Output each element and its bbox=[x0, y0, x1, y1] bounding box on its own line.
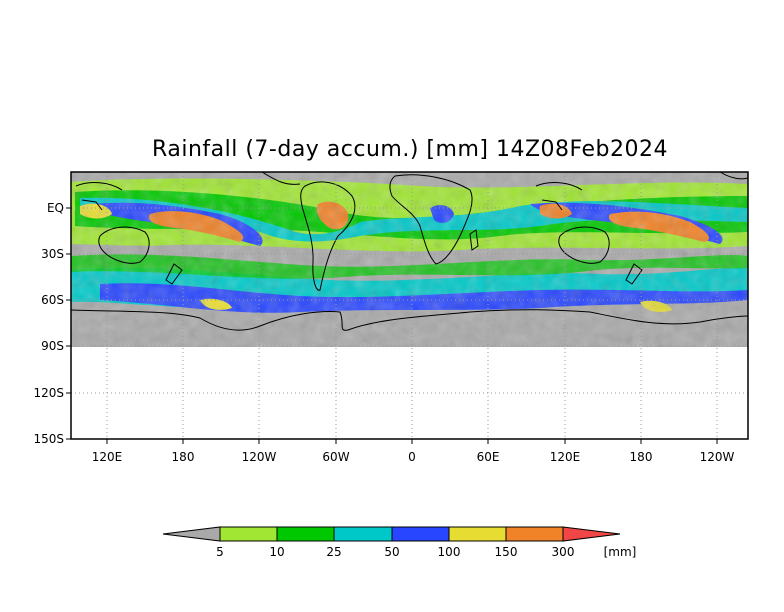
latitude-labels: EQ 30S 60S 90S 120S 150S bbox=[33, 201, 64, 446]
colorbar-tick: 50 bbox=[384, 545, 399, 559]
map-title: Rainfall (7-day accum.) [mm] 14Z08Feb202… bbox=[152, 137, 668, 162]
blank-region bbox=[71, 347, 748, 439]
lon-label: 120E bbox=[550, 450, 581, 464]
colorbar-tick: 5 bbox=[216, 545, 224, 559]
lat-label: 150S bbox=[33, 432, 64, 446]
colorbar-labels: 5 10 25 50 100 150 300 [mm] bbox=[216, 545, 636, 559]
colorbar-segment-50-100 bbox=[391, 526, 450, 542]
map-frame bbox=[70, 171, 749, 440]
colorbar-low-arrow bbox=[162, 526, 221, 542]
lon-label: 60E bbox=[477, 450, 500, 464]
colorbar-tick: 100 bbox=[438, 545, 461, 559]
lon-label: 120E bbox=[92, 450, 123, 464]
lat-label: 60S bbox=[41, 293, 64, 307]
colorbar-segment-10-25 bbox=[276, 526, 335, 542]
colorbar-high-arrow bbox=[562, 526, 621, 542]
lat-label: 90S bbox=[41, 339, 64, 353]
colorbar-tick: 25 bbox=[326, 545, 341, 559]
lat-label: EQ bbox=[47, 201, 64, 215]
rainfall-field bbox=[71, 172, 748, 347]
coastlines bbox=[71, 172, 748, 331]
grid-lines bbox=[71, 172, 748, 439]
lat-label: 120S bbox=[33, 386, 64, 400]
lon-label: 180 bbox=[172, 450, 195, 464]
colorbar-tick: 300 bbox=[552, 545, 575, 559]
colorbar-segment-100-150 bbox=[448, 526, 507, 542]
colorbar-tick: 150 bbox=[495, 545, 518, 559]
lon-label: 0 bbox=[408, 450, 416, 464]
lon-label: 120W bbox=[242, 450, 277, 464]
colorbar-segment-25-50 bbox=[333, 526, 393, 542]
tick-marks bbox=[66, 207, 718, 444]
colorbar-unit: [mm] bbox=[604, 545, 637, 559]
longitude-labels: 120E 180 120W 60W 0 60E 120E 180 120W bbox=[92, 450, 735, 464]
colorbar-segment-150-300 bbox=[505, 526, 564, 542]
lon-label: 120W bbox=[700, 450, 735, 464]
colorbar bbox=[162, 526, 621, 542]
lon-label: 180 bbox=[630, 450, 653, 464]
lon-label: 60W bbox=[322, 450, 349, 464]
colorbar-tick: 10 bbox=[269, 545, 284, 559]
colorbar-segment-5-10 bbox=[219, 526, 278, 542]
lat-label: 30S bbox=[41, 247, 64, 261]
